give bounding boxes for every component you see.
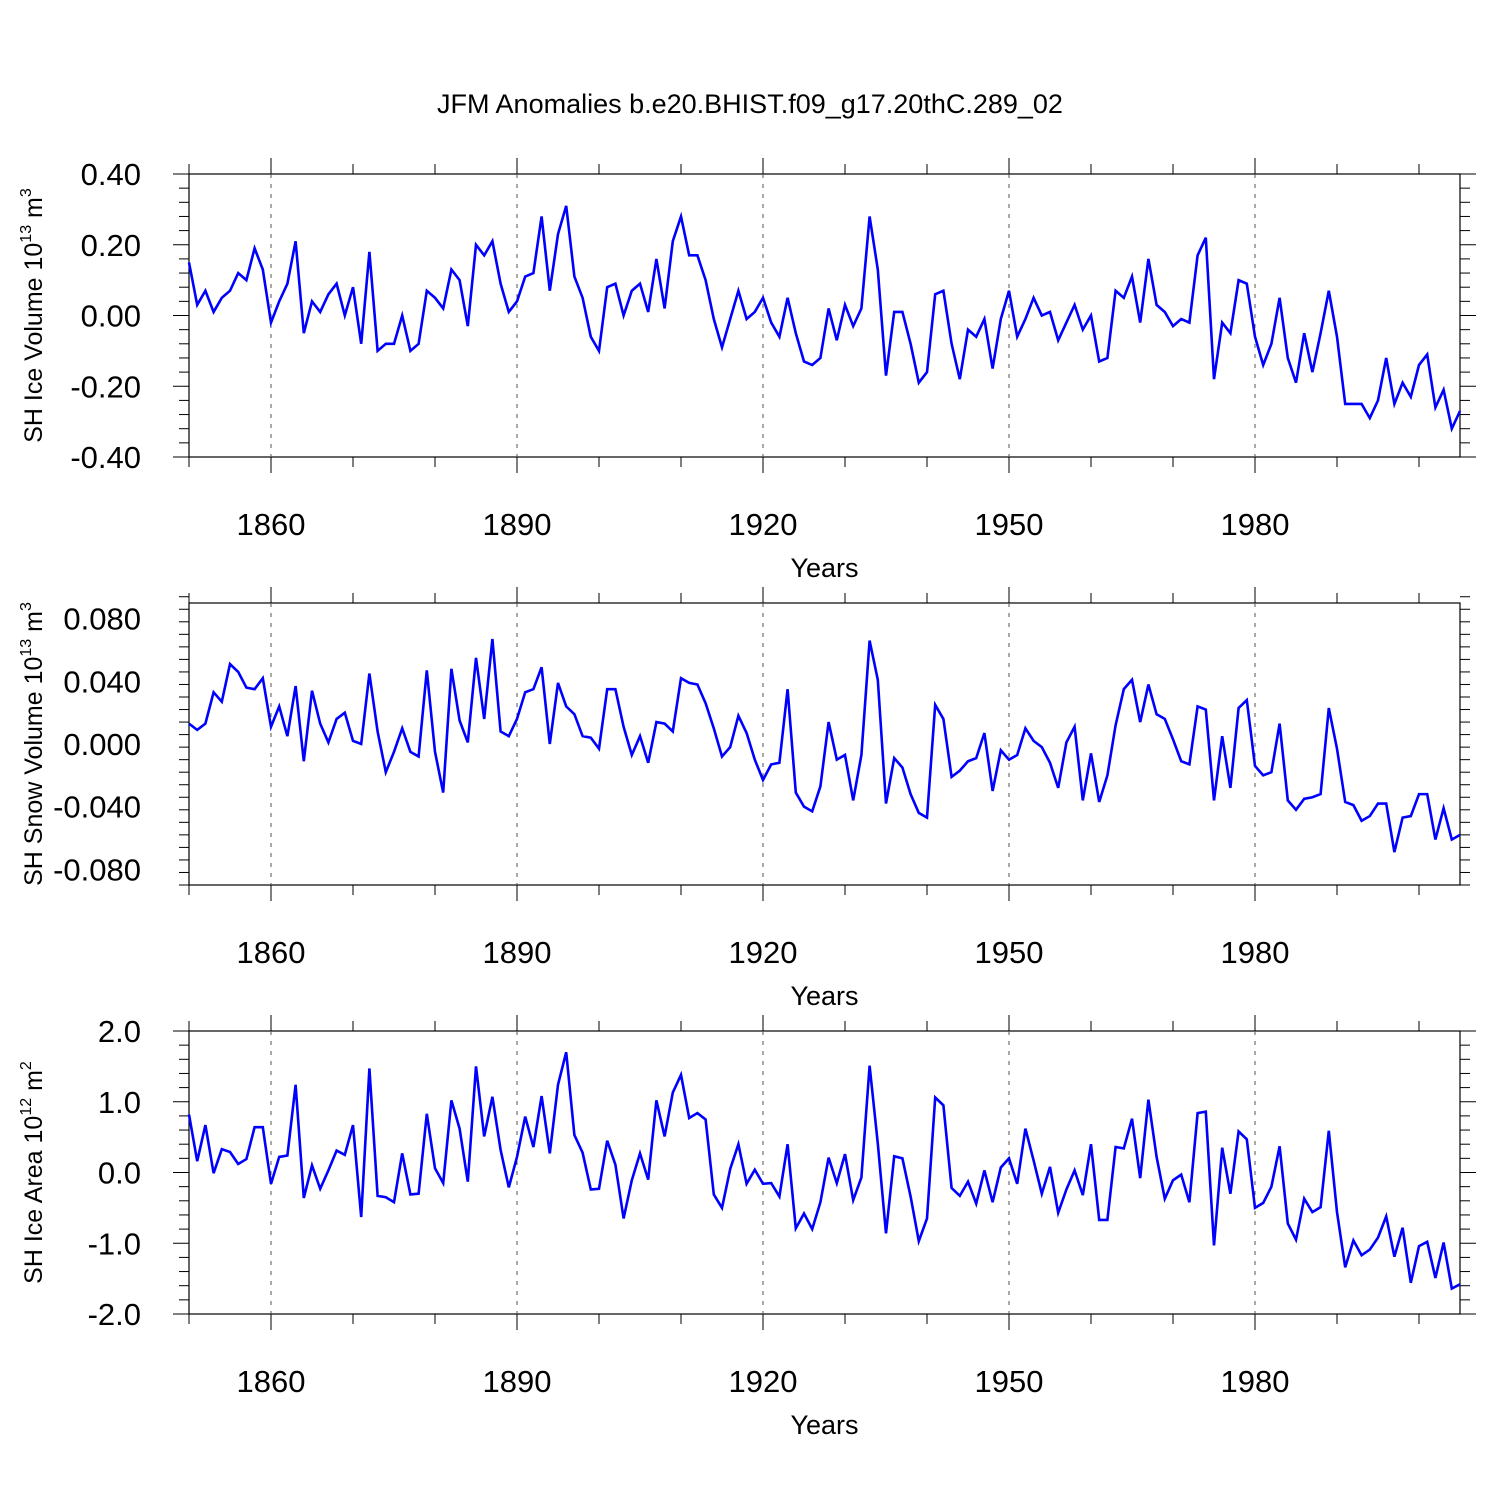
y-axis-label-main: SH Ice Area 10 xyxy=(20,1116,48,1284)
y-axis-label-main: SH Snow Volume 10 xyxy=(20,657,48,886)
y-tick-label: 0.40 xyxy=(81,157,141,192)
x-tick-label: 1920 xyxy=(729,1364,798,1399)
y-tick-label: -0.40 xyxy=(70,440,141,475)
x-tick-label: 1890 xyxy=(483,507,552,542)
panel-2: 1860 1890 1920 1950 1980 Years -0.080 -0.040 0.0… xyxy=(18,587,1470,1011)
y-tick-label: 0.000 xyxy=(63,727,141,762)
y-tick-label: -0.080 xyxy=(53,852,141,887)
y-axis-label: SH Snow Volume 1013 m3 xyxy=(18,602,48,886)
y-axis-label: SH Ice Volume 1013 m3 xyxy=(18,188,48,443)
y-axis-label-exponent: 13 xyxy=(18,639,35,657)
y-tick-label: 2.0 xyxy=(98,1014,141,1049)
y-axis-label-unit-exponent: 3 xyxy=(18,188,35,197)
chart-title: JFM Anomalies b.e20.BHIST.f09_g17.20thC.… xyxy=(437,89,1063,119)
x-tick-label: 1950 xyxy=(975,507,1044,542)
x-axis-label: Years xyxy=(790,1410,858,1440)
y-axis-label: SH Ice Area 1012 m2 xyxy=(18,1061,48,1284)
x-tick-label: 1890 xyxy=(483,935,552,970)
x-tick-label: 1890 xyxy=(483,1364,552,1399)
y-axis-label-unit-exponent: 3 xyxy=(18,602,35,611)
x-axis-label: Years xyxy=(790,553,858,583)
x-tick-label: 1860 xyxy=(237,1364,306,1399)
y-axis-label-exponent: 12 xyxy=(18,1098,35,1116)
y-axis-label-main: SH Ice Volume 10 xyxy=(20,243,48,443)
x-tick-label: 1980 xyxy=(1221,1364,1290,1399)
x-tick-label: 1980 xyxy=(1221,507,1290,542)
y-tick-label: 0.040 xyxy=(63,664,141,699)
plot-frame xyxy=(188,173,1461,458)
series-line xyxy=(188,638,1461,853)
y-axis-label-unit-exponent: 2 xyxy=(18,1061,35,1070)
y-axis-label-exponent: 13 xyxy=(18,225,35,243)
y-tick-label: -1.0 xyxy=(88,1226,141,1261)
x-tick-label: 1980 xyxy=(1221,935,1290,970)
y-tick-label: 0.0 xyxy=(98,1156,141,1191)
panel-1: 1860 1890 1920 1950 1980 Years -0.40 -0.20 0.00 0… xyxy=(18,157,1476,583)
plot-frame xyxy=(188,602,1461,886)
y-axis-label-unit: m xyxy=(20,1070,48,1098)
y-tick-label: 0.20 xyxy=(81,228,141,263)
y-tick-label: 0.00 xyxy=(81,299,141,334)
y-tick-label: 0.080 xyxy=(63,602,141,637)
y-tick-label: -0.040 xyxy=(53,790,141,825)
x-tick-label: 1920 xyxy=(729,507,798,542)
x-tick-label: 1920 xyxy=(729,935,798,970)
y-tick-label: -0.20 xyxy=(70,369,141,404)
x-tick-label: 1950 xyxy=(975,1364,1044,1399)
x-axis-label: Years xyxy=(790,981,858,1011)
panel-3: 1860 1890 1920 1950 1980 Years -2.0 -1.0 0.0 1.0 2… xyxy=(18,1014,1476,1440)
y-axis-label-unit: m xyxy=(20,611,48,639)
series-line xyxy=(187,205,1462,433)
x-tick-label: 1860 xyxy=(237,507,306,542)
y-tick-label: 1.0 xyxy=(98,1085,141,1120)
x-tick-label: 1950 xyxy=(975,935,1044,970)
y-tick-label: -2.0 xyxy=(88,1297,141,1332)
plot-frame xyxy=(188,1030,1461,1315)
y-axis-label-unit: m xyxy=(20,197,48,225)
x-tick-label: 1860 xyxy=(237,935,306,970)
series-line xyxy=(187,1051,1461,1291)
